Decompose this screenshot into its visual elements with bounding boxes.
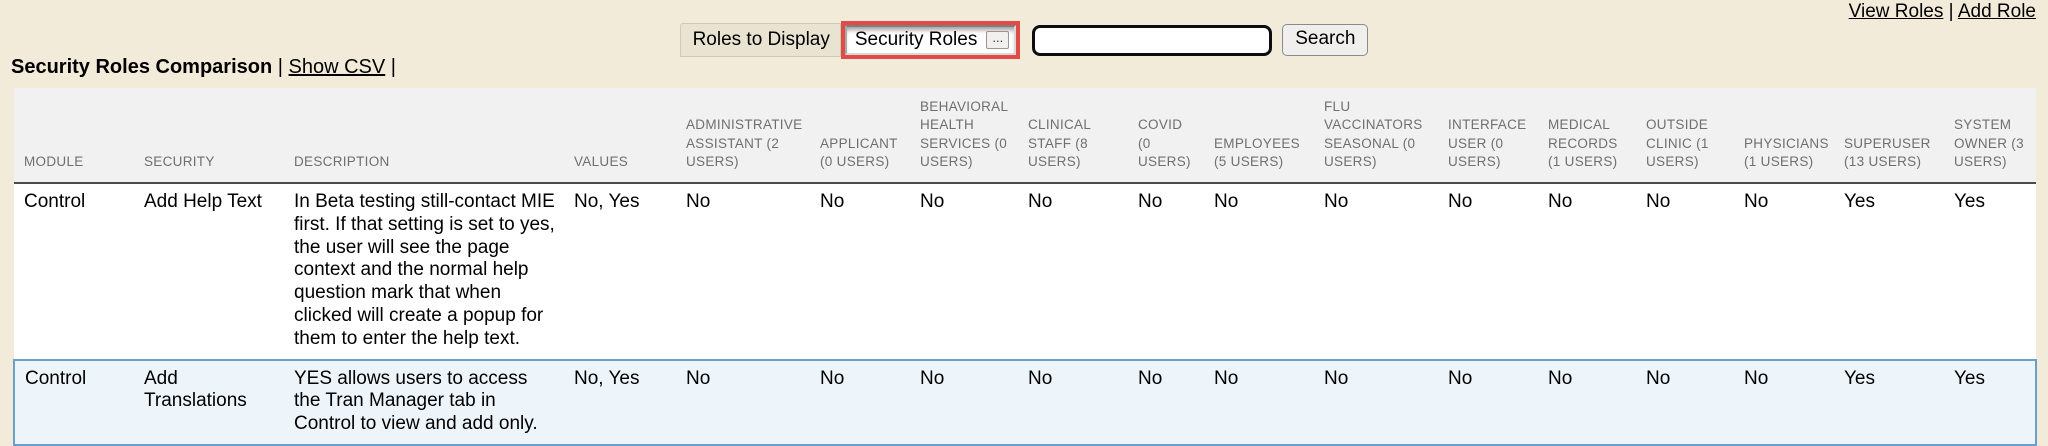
column-header-description: DESCRIPTION: [284, 88, 564, 184]
cell-role-value: No: [1448, 191, 1473, 212]
cell-security: Add Translations: [134, 358, 284, 446]
cell-role-value: No: [1214, 191, 1239, 212]
title-trailing-separator: |: [390, 56, 396, 78]
search-button[interactable]: Search: [1282, 24, 1369, 56]
cell-role-value: No: [1538, 358, 1636, 446]
cell-role-value: No: [1646, 191, 1671, 212]
cell-values: No, Yes: [574, 191, 640, 212]
column-header-role: OUTSIDE CLINIC (1 USERS): [1636, 88, 1734, 184]
column-header-role: CLINICAL STAFF (8 USERS): [1018, 88, 1128, 184]
cell-role-value: No: [1204, 358, 1314, 446]
column-header-role: INTERFACE USER (0 USERS): [1438, 88, 1538, 184]
cell-security: Add Help Text: [144, 191, 262, 212]
cell-role-value: No: [1734, 358, 1834, 446]
cell-role-value: Yes: [1844, 191, 1875, 212]
column-header-role: SUPERUSER (13 USERS): [1834, 88, 1944, 184]
cell-role-value: No: [676, 358, 810, 446]
search-input[interactable]: [1032, 24, 1273, 56]
column-header-module: MODULE: [14, 88, 134, 184]
cell-role-value: No: [1138, 191, 1163, 212]
cell-role-value: No: [820, 191, 845, 212]
column-header-role: APPLICANT (0 USERS): [810, 88, 910, 184]
cell-module: Control: [13, 358, 134, 446]
roles-select[interactable]: Security Roles ...: [844, 25, 1017, 55]
cell-module: Control: [24, 191, 86, 212]
cell-role-value: No: [920, 191, 945, 212]
attention-highlight-box: Security Roles ...: [840, 21, 1021, 59]
cell-role-value: No: [910, 358, 1018, 446]
security-roles-comparison-table: MODULE SECURITY DESCRIPTION VALUES ADMIN…: [13, 88, 2037, 446]
show-csv-link[interactable]: Show CSV: [288, 56, 386, 78]
cell-role-value: No: [1744, 191, 1769, 212]
column-header-role: MEDICAL RECORDS (1 USERS): [1538, 88, 1636, 184]
column-header-values: VALUES: [564, 88, 676, 184]
roles-select-value: Security Roles: [854, 29, 978, 50]
column-header-security: SECURITY: [134, 88, 284, 184]
column-header-role: COVID (0 USERS): [1128, 88, 1204, 184]
title-bar: Security Roles Comparison | Show CSV |: [11, 56, 396, 79]
cell-description: In Beta testing still-contact MIE first.…: [294, 191, 555, 349]
roles-to-display-label: Roles to Display: [679, 23, 841, 57]
view-roles-link[interactable]: View Roles: [1848, 1, 1944, 22]
column-header-role: BEHAVIORAL HEALTH SERVICES (0 USERS): [910, 88, 1018, 184]
cell-description: YES allows users to access the Tran Mana…: [284, 358, 564, 446]
cell-role-value: No: [1548, 191, 1573, 212]
cell-role-value: No: [686, 191, 711, 212]
cell-role-value: No: [810, 358, 910, 446]
title-separator: |: [277, 56, 283, 78]
cell-role-value: Yes: [1834, 358, 1944, 446]
header-links-separator: |: [1948, 1, 1954, 22]
cell-role-value: No: [1438, 358, 1538, 446]
table-row[interactable]: Control Add Help Text In Beta testing st…: [14, 183, 2036, 360]
page-title: Security Roles Comparison: [11, 56, 273, 78]
table-header-row: MODULE SECURITY DESCRIPTION VALUES ADMIN…: [14, 88, 2036, 184]
table-row[interactable]: Control Add Translations YES allows user…: [13, 358, 2037, 446]
cell-role-value: No: [1018, 358, 1128, 446]
cell-role-value: No: [1028, 191, 1053, 212]
cell-role-value: Yes: [1954, 191, 1985, 212]
column-header-role: EMPLOYEES (5 USERS): [1204, 88, 1314, 184]
column-header-role: SYSTEM OWNER (3 USERS): [1944, 88, 2036, 184]
column-header-role: FLU VACCINATORS SEASONAL (0 USERS): [1314, 88, 1438, 184]
security-roles-comparison-table-wrap: MODULE SECURITY DESCRIPTION VALUES ADMIN…: [13, 88, 2037, 446]
roles-toolbar: Roles to Display Security Roles ... Sear…: [0, 21, 2048, 59]
cell-role-value: No: [1128, 358, 1204, 446]
cell-role-value: No: [1314, 358, 1438, 446]
column-header-role: ADMINISTRATIVE ASSISTANT (2 USERS): [676, 88, 810, 184]
column-header-role: PHYSICIANS (1 USERS): [1734, 88, 1834, 184]
cell-role-value: No: [1324, 191, 1349, 212]
cell-role-value: No: [1636, 358, 1734, 446]
cell-values: No, Yes: [564, 358, 676, 446]
header-links: View Roles | Add Role: [1849, 1, 2036, 23]
add-role-link[interactable]: Add Role: [1957, 1, 2036, 22]
cell-role-value: Yes: [1944, 358, 2037, 446]
roles-browse-button[interactable]: ...: [986, 31, 1010, 49]
